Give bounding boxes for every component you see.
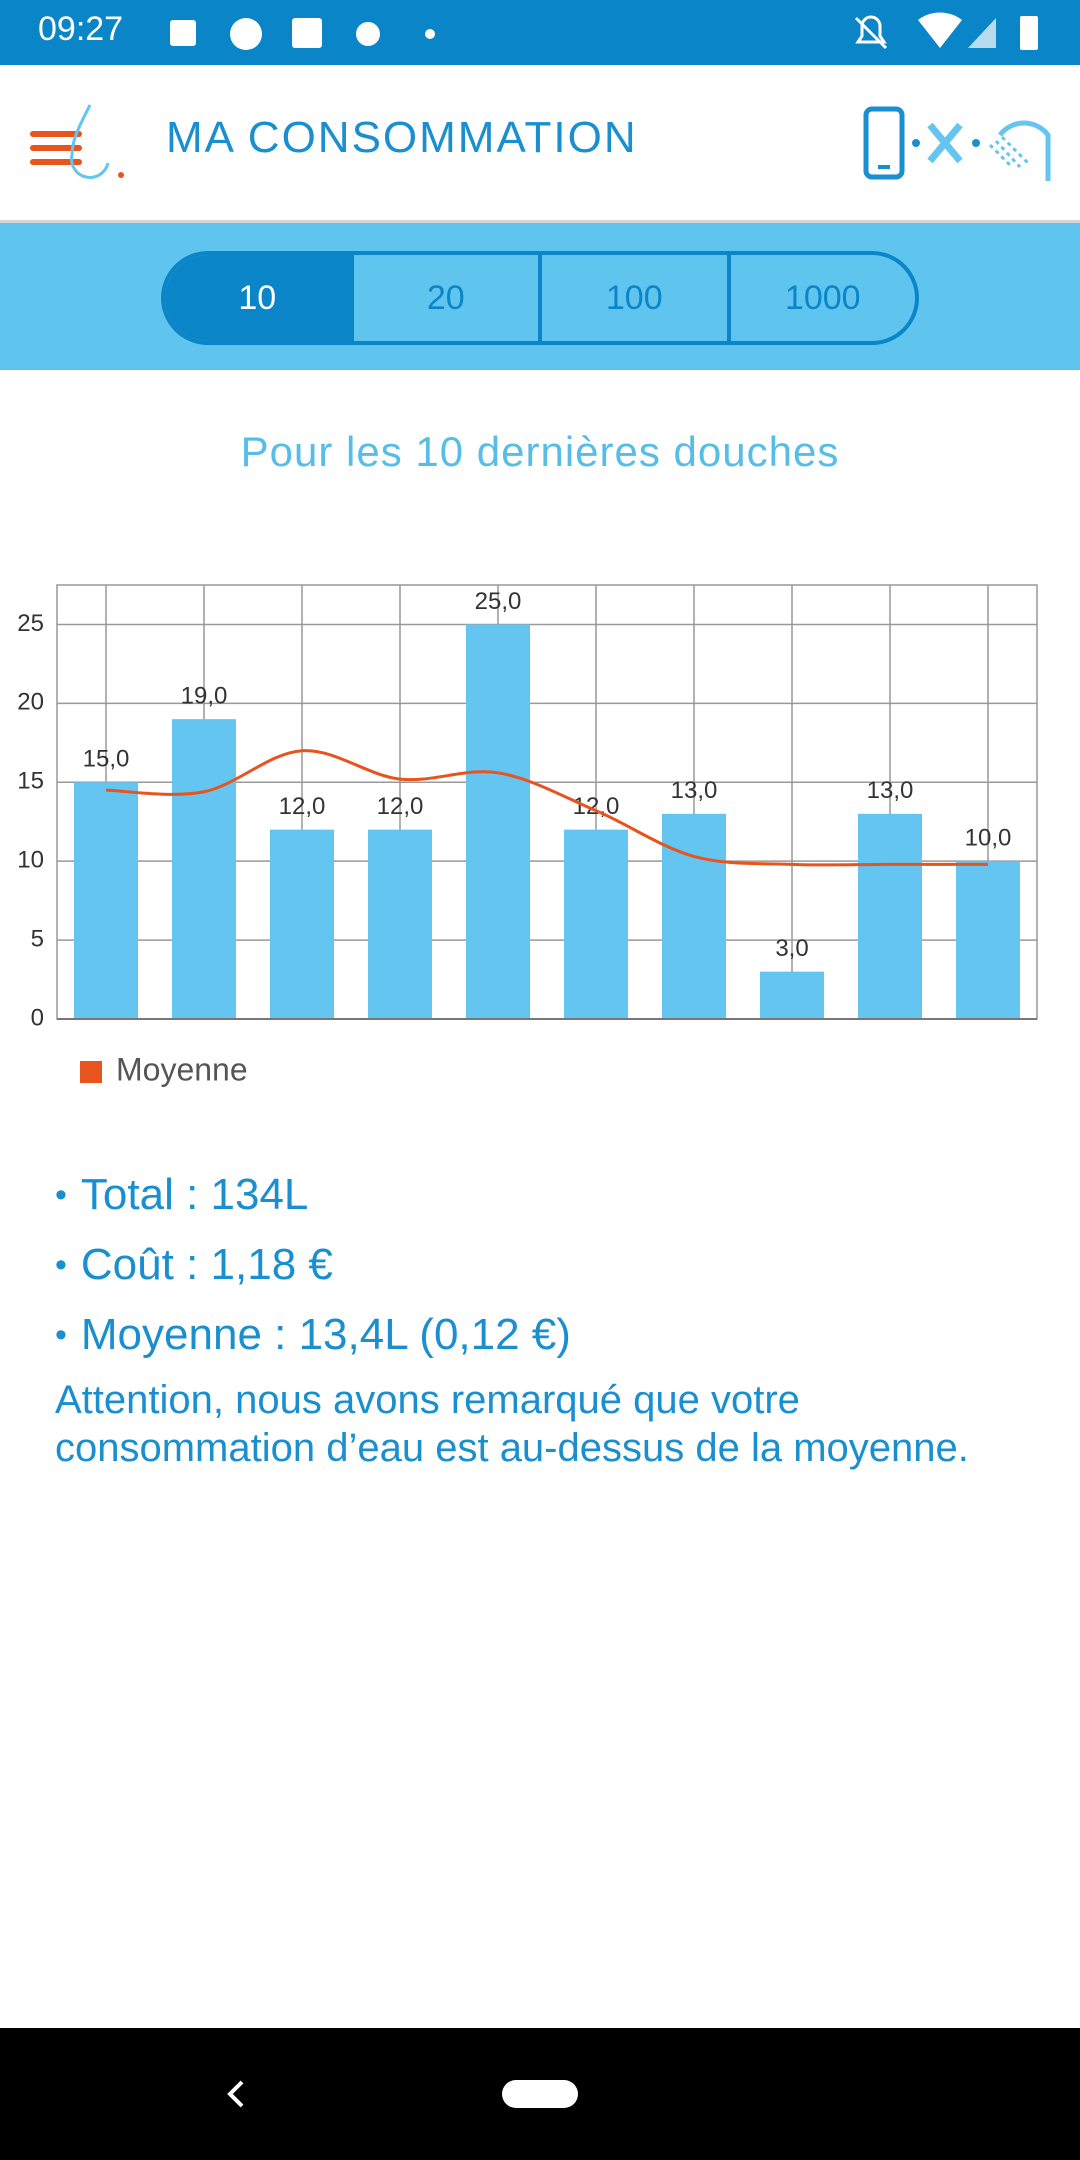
app-header: MA CONSOMMATION bbox=[0, 65, 1080, 223]
value-label: 13,0 bbox=[867, 777, 914, 804]
y-tick-label: 20 bbox=[17, 689, 44, 716]
tab[interactable]: 1000 bbox=[726, 255, 916, 341]
bar bbox=[466, 624, 530, 1019]
bar bbox=[662, 813, 726, 1019]
tab-group: 10 20 100 1000 bbox=[161, 251, 919, 345]
status-icons bbox=[170, 18, 435, 50]
tab[interactable]: 10 bbox=[165, 255, 350, 341]
y-tick-label: 10 bbox=[17, 847, 44, 874]
menu-button[interactable] bbox=[28, 103, 128, 193]
value-label: 13,0 bbox=[671, 777, 718, 804]
bar bbox=[172, 719, 236, 1019]
value-label: 10,0 bbox=[965, 825, 1012, 852]
value-label: 3,0 bbox=[775, 935, 808, 962]
y-tick-label: 25 bbox=[17, 610, 44, 637]
y-tick-label: 5 bbox=[31, 925, 44, 952]
summary: Total : 134LCoût : 1,18 €Moyenne : 13,4L… bbox=[55, 1160, 1035, 1472]
value-label: 15,0 bbox=[83, 746, 130, 773]
bar bbox=[858, 813, 922, 1019]
value-label: 12,0 bbox=[573, 793, 620, 820]
value-label: 12,0 bbox=[377, 793, 424, 820]
bar bbox=[270, 829, 334, 1019]
bar bbox=[956, 861, 1020, 1019]
legend-label: Moyenne bbox=[116, 1051, 248, 1087]
value-label: 25,0 bbox=[475, 588, 522, 615]
summary-item: Total : 134L bbox=[55, 1160, 1035, 1230]
bar bbox=[760, 971, 824, 1019]
value-label: 19,0 bbox=[181, 682, 228, 709]
home-button[interactable] bbox=[502, 2080, 578, 2108]
period-selector: 10 20 100 1000 bbox=[0, 223, 1080, 370]
bar bbox=[74, 782, 138, 1019]
summary-item: Coût : 1,18 € bbox=[55, 1230, 1035, 1300]
value-label: 12,0 bbox=[279, 793, 326, 820]
device-status[interactable] bbox=[860, 105, 1060, 185]
warning-note: Attention, nous avons remarqué que votre… bbox=[55, 1378, 969, 1470]
bar bbox=[564, 829, 628, 1019]
navigation-bar bbox=[0, 2028, 1080, 2160]
system-icons bbox=[854, 12, 1038, 50]
tab[interactable]: 100 bbox=[538, 255, 727, 341]
bar bbox=[368, 829, 432, 1019]
time: 09:27 bbox=[38, 10, 124, 48]
average-line bbox=[105, 749, 988, 867]
legend-swatch bbox=[80, 1061, 102, 1083]
nav-buttons bbox=[227, 2080, 578, 2108]
chart: 0 5 10 15 20 25 15,0 19,0 12,0 12,0 25,0 12,0 13,0 3,… bbox=[17, 584, 1038, 1087]
summary-item: Moyenne : 13,4L (0,12 €) bbox=[55, 1300, 1035, 1370]
y-tick-label: 15 bbox=[17, 768, 44, 795]
status-bar: 09:27 bbox=[0, 0, 1080, 65]
chart-title: Pour les 10 dernières douches bbox=[240, 428, 840, 475]
tab[interactable]: 20 bbox=[349, 255, 539, 341]
back-button[interactable] bbox=[227, 2080, 244, 2108]
page-title: MA CONSOMMATION bbox=[166, 113, 638, 162]
y-tick-label: 0 bbox=[31, 1004, 44, 1031]
summary-list: Total : 134LCoût : 1,18 €Moyenne : 13,4L… bbox=[55, 1160, 1035, 1370]
